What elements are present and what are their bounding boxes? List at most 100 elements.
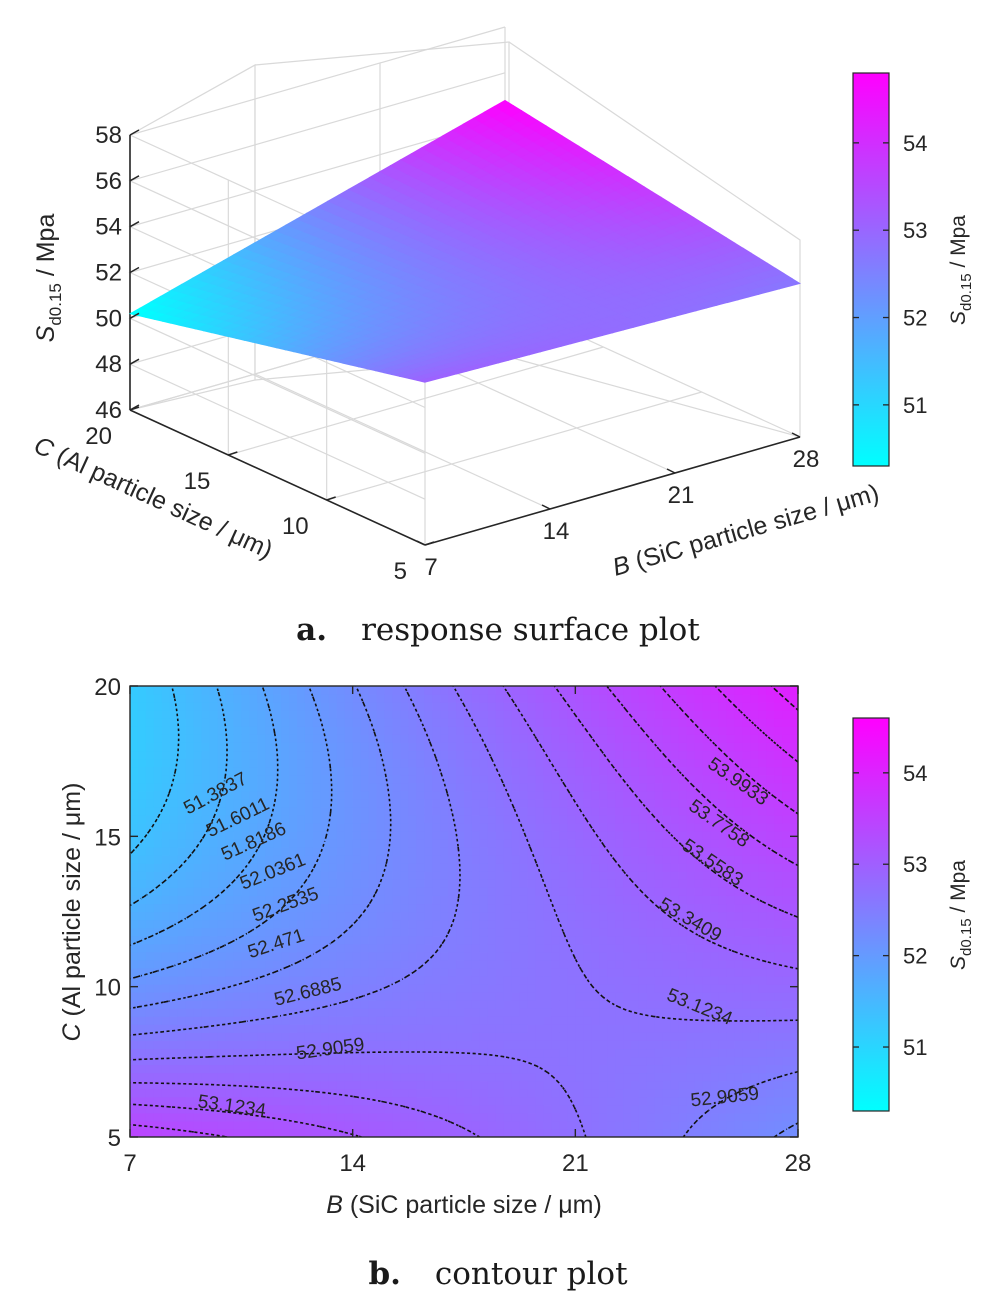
heatmap-cell (336, 782, 346, 792)
heatmap-cell (464, 967, 473, 977)
heatmap-cell (137, 951, 147, 961)
heatmap-cell (471, 879, 481, 888)
heatmap-cell (161, 1040, 171, 1050)
heatmap-cell (384, 1056, 394, 1066)
heatmap-cell (209, 742, 219, 752)
heatmap-cell (289, 951, 298, 961)
heatmap-cell (599, 863, 608, 872)
heatmap-cell (336, 1104, 346, 1114)
heatmap-cell (623, 1080, 632, 1090)
heatmap-cell (535, 919, 545, 929)
heatmap-cell (631, 726, 640, 735)
heatmap-cell (408, 814, 417, 824)
heatmap-cell (169, 822, 179, 832)
heatmap-cell (161, 879, 171, 888)
heatmap-cell (225, 790, 234, 800)
heatmap-cell (281, 710, 290, 719)
heatmap-cell (217, 879, 227, 888)
heatmap-cell (448, 782, 457, 792)
heatmap-cell (265, 1128, 274, 1137)
heatmap-cell (615, 798, 624, 808)
heatmap-cell (408, 1024, 417, 1033)
heatmap-cell (312, 983, 322, 993)
heatmap-cell (360, 951, 370, 961)
heatmap-cell (408, 1080, 417, 1090)
heatmap-cell (137, 1032, 147, 1041)
heatmap-cell (575, 935, 584, 945)
heatmap-cell (464, 959, 473, 969)
heatmap-cell (623, 983, 632, 993)
heatmap-cell (225, 919, 234, 929)
heatmap-cell (289, 839, 298, 848)
heatmap-cell (424, 774, 433, 784)
heatmap-cell (408, 718, 417, 727)
heatmap-cell (495, 943, 505, 953)
heatmap-cell (495, 734, 505, 743)
heatmap-cell (591, 871, 600, 880)
heatmap-cell (495, 718, 505, 727)
heatmap-cell (551, 830, 561, 840)
heatmap-cell (479, 1120, 489, 1130)
heatmap-cell (265, 967, 274, 977)
heatmap-cell (320, 1112, 330, 1122)
heatmap-cell (153, 1072, 163, 1082)
heatmap-cell (281, 830, 290, 840)
heatmap-cell (519, 975, 529, 985)
heatmap-cell (440, 830, 449, 840)
heatmap-cell (145, 967, 155, 977)
heatmap-cell (320, 694, 330, 703)
heatmap-cell (424, 686, 433, 695)
heatmap-cell (177, 1112, 187, 1122)
heatmap-cell (408, 1000, 417, 1009)
heatmap-cell (416, 726, 425, 735)
heatmap-cell (177, 1016, 187, 1025)
heatmap-cell (320, 839, 330, 848)
heatmap-cell (344, 774, 354, 784)
heatmap-cell (535, 1096, 545, 1106)
heatmap-cell (289, 992, 298, 1001)
heatmap-cell (448, 1024, 457, 1033)
heatmap-cell (471, 959, 481, 969)
heatmap-cell (623, 702, 632, 711)
heatmap-cell (400, 1016, 409, 1025)
heatmap-cell (416, 1128, 425, 1137)
heatmap-cell (464, 927, 473, 937)
heatmap-cell (320, 935, 330, 945)
heatmap-cell (416, 686, 425, 695)
heatmap-cell (392, 855, 401, 864)
heatmap-cell (249, 726, 258, 735)
heatmap-cell (551, 927, 561, 937)
heatmap-cell (583, 822, 592, 832)
heatmap-cell (352, 1024, 362, 1033)
heatmap-cell (130, 943, 139, 953)
heatmap-cell (241, 742, 250, 752)
heatmap-cell (400, 855, 409, 864)
heatmap-cell (217, 895, 227, 905)
heatmap-cell (225, 871, 234, 880)
heatmap-cell (304, 1088, 314, 1098)
heatmap-cell (368, 758, 378, 768)
heatmap-cell (384, 855, 394, 864)
heatmap-cell (344, 830, 354, 840)
heatmap-cell (487, 710, 497, 719)
heatmap-cell (527, 1032, 537, 1041)
heatmap-cell (257, 983, 266, 993)
heatmap-cell (464, 935, 473, 945)
heatmap-cell (392, 1072, 401, 1082)
heatmap-cell (297, 718, 306, 727)
heatmap-cell (631, 1000, 640, 1009)
heatmap-cell (241, 1008, 250, 1017)
heatmap-cell (575, 992, 584, 1001)
heatmap-cell (519, 887, 529, 896)
heatmap-cell (424, 951, 433, 961)
heatmap-cell (145, 935, 155, 945)
heatmap-cell (360, 1016, 370, 1025)
heatmap-cell (424, 967, 433, 977)
heatmap-cell (297, 1072, 306, 1082)
heatmap-cell (193, 774, 203, 784)
heatmap-cell (638, 951, 648, 961)
heatmap-cell (344, 1064, 354, 1074)
heatmap-cell (336, 1096, 346, 1106)
heatmap-cell (607, 742, 616, 752)
heatmap-cell (145, 1056, 155, 1066)
